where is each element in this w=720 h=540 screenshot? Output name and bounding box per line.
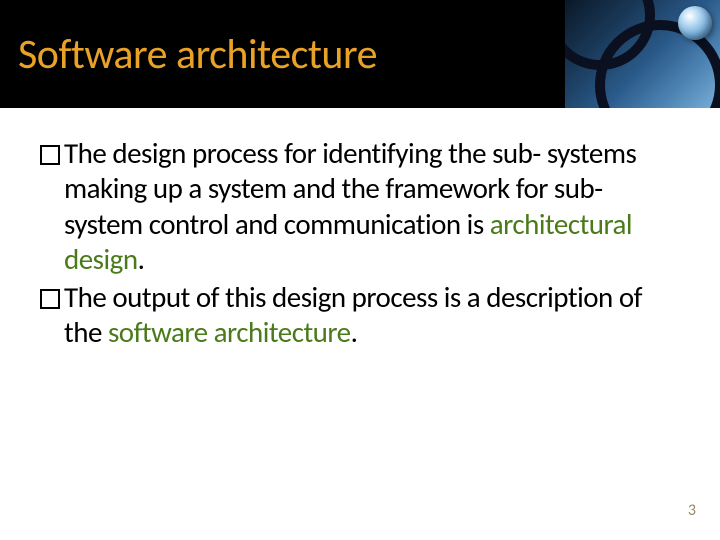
- decorative-corner-image: [565, 0, 720, 108]
- page-number: 3: [688, 501, 696, 520]
- slide-content: The design process for identifying the s…: [0, 108, 720, 350]
- water-droplet-icon: [678, 6, 712, 40]
- page-title: Software architecture: [18, 29, 377, 80]
- bullet-item: The output of this design process is a d…: [40, 280, 680, 351]
- bullet-marker-icon: [40, 289, 60, 309]
- bullet-post: .: [138, 241, 145, 277]
- bullet-text: The design process for identifying the s…: [64, 136, 680, 278]
- bullet-emphasis: software architecture: [108, 314, 351, 350]
- bullet-marker-icon: [40, 145, 60, 165]
- title-bar: Software architecture: [0, 0, 720, 108]
- bullet-text: The output of this design process is a d…: [64, 280, 680, 351]
- bullet-item: The design process for identifying the s…: [40, 136, 680, 278]
- bullet-post: .: [351, 314, 358, 350]
